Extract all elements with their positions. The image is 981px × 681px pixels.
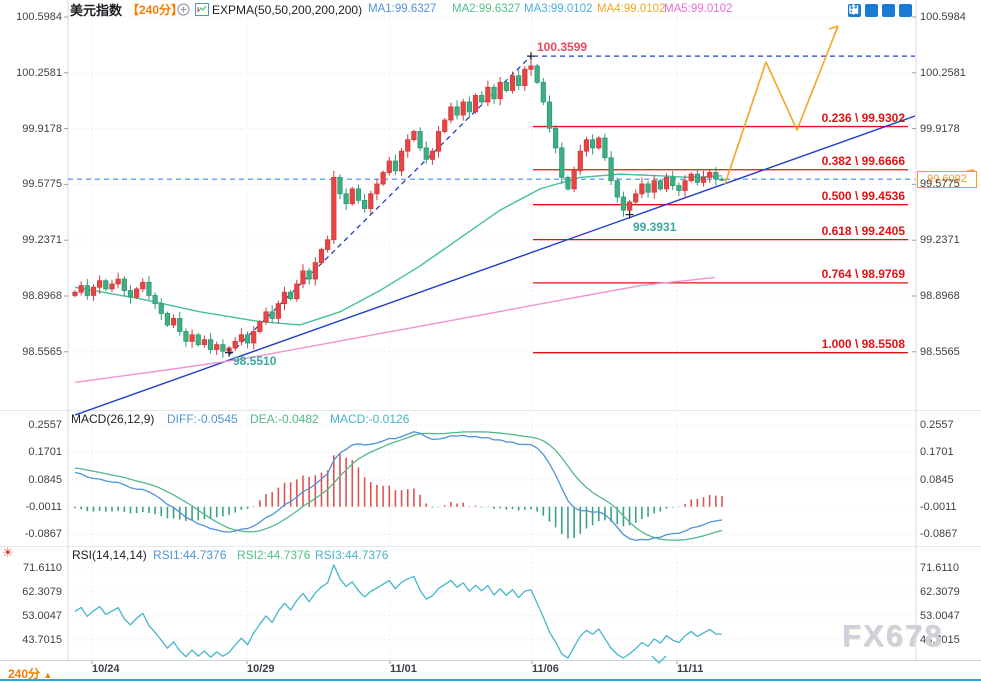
y-axis-label-main: 99.9178 bbox=[22, 122, 62, 135]
y-axis-label-main-right: 99.9178 bbox=[920, 122, 960, 135]
y-axis-label-main: 100.2581 bbox=[16, 66, 62, 79]
indicator-settings-icon[interactable]: ☀ bbox=[2, 545, 14, 560]
y-axis-label-macd-right: -0.0011 bbox=[920, 501, 957, 514]
ma-legend-value: MA4:99.0102 bbox=[597, 3, 666, 15]
fib-level-label: 1.000 \ 98.5508 bbox=[821, 336, 905, 351]
y-axis-label-main: 100.5984 bbox=[16, 11, 62, 23]
ma-legend-value: MA2:99.6327 bbox=[452, 3, 521, 15]
symbol-title: 美元指数 bbox=[70, 3, 123, 18]
x-axis-date-label: 10/29 bbox=[247, 663, 275, 675]
ma-legend-value: MA1:99.6327 bbox=[368, 3, 437, 15]
y-axis-label-macd-right: 0.1701 bbox=[920, 446, 954, 459]
period-up-triangle-icon: ▲ bbox=[43, 670, 53, 680]
x-axis-date-label: 11/11 bbox=[677, 663, 704, 675]
fib-level-label: 0.764 \ 98.9769 bbox=[821, 266, 905, 281]
y-axis-label-main-right: 98.5565 bbox=[920, 345, 960, 358]
auto-scale-icon[interactable] bbox=[849, 4, 895, 17]
mid-low-label: 99.3931 bbox=[633, 220, 677, 234]
y-axis-label-main: 98.5565 bbox=[22, 345, 62, 358]
macd-dea-value: DEA:-0.0482 bbox=[250, 412, 319, 426]
fib-level-label: 0.618 \ 99.2405 bbox=[821, 223, 905, 238]
footer-period-selector[interactable]: 240分 ▲ bbox=[8, 665, 52, 681]
footer-period-label: 240分 bbox=[8, 667, 41, 681]
fib-level-label: 0.500 \ 99.4536 bbox=[821, 188, 905, 203]
x-axis-date-label: 11/01 bbox=[390, 663, 417, 675]
ma-legend-value: MA3:99.0102 bbox=[524, 3, 593, 15]
period-label[interactable]: 【240分】 bbox=[127, 3, 184, 17]
collapse-chevron-icon bbox=[651, 655, 667, 664]
x-axis-date-label: 10/24 bbox=[92, 663, 120, 675]
y-axis-label-macd: 0.2557 bbox=[28, 419, 62, 432]
rsi-params: RSI(14,14,14) bbox=[72, 548, 147, 562]
macd-params: MACD(26,12,9) bbox=[71, 412, 155, 426]
expma-label: EXPMA(50,50,200,200,200) bbox=[212, 3, 363, 17]
y-axis-label-macd-right: 0.2557 bbox=[920, 419, 954, 432]
ma-legend-value: MA5:99.0102 bbox=[664, 3, 733, 15]
y-axis-label-main: 98.8968 bbox=[22, 289, 62, 302]
y-axis-label-macd-right: 0.0845 bbox=[920, 473, 954, 486]
rsi3-value: RSI3:44.7376 bbox=[315, 548, 389, 562]
current-price-badge: 99.6092 bbox=[917, 171, 977, 188]
x-axis-date-label: 11/06 bbox=[532, 663, 559, 675]
y-axis-label-rsi-right: 71.6110 bbox=[920, 562, 959, 574]
watermark: FX678 bbox=[842, 618, 944, 653]
y-axis-label-macd: -0.0867 bbox=[24, 528, 62, 541]
y-axis-label-main-right: 100.5984 bbox=[920, 11, 966, 23]
y-axis-label-main: 99.2371 bbox=[22, 234, 62, 247]
fit-y-axis-icon[interactable] bbox=[849, 4, 878, 17]
y-axis-label-rsi: 62.3079 bbox=[22, 585, 62, 598]
y-axis-label-rsi-right: 53.0047 bbox=[920, 609, 960, 622]
y-axis-label-main: 99.5775 bbox=[22, 178, 62, 191]
macd-diff-value: DIFF:-0.0545 bbox=[167, 412, 238, 426]
chart-toolbar bbox=[848, 4, 912, 17]
y-axis-label-main-right: 99.2371 bbox=[920, 234, 960, 247]
y-axis-label-macd: 0.0845 bbox=[28, 473, 62, 486]
macd-value: MACD:-0.0126 bbox=[330, 412, 410, 426]
fib-level-label: 0.382 \ 99.6666 bbox=[821, 153, 905, 168]
rsi1-value: RSI1:44.7376 bbox=[153, 548, 227, 562]
y-axis-label-rsi: 53.0047 bbox=[22, 609, 62, 622]
y-axis-label-main-right: 99.5775 bbox=[920, 178, 960, 191]
rsi2-value: RSI2:44.7376 bbox=[237, 548, 311, 562]
y-axis-label-rsi: 43.7015 bbox=[22, 633, 62, 646]
y-axis-label-macd: 0.1701 bbox=[28, 446, 62, 459]
peak-price-label: 100.3599 bbox=[537, 40, 588, 54]
fib-level-label: 0.236 \ 99.9302 bbox=[821, 110, 905, 125]
y-axis-label-rsi: 71.6110 bbox=[23, 562, 62, 574]
y-axis-label-rsi-right: 43.7015 bbox=[920, 633, 960, 646]
y-axis-label-main-right: 100.2581 bbox=[920, 66, 966, 79]
y-axis-label-macd-right: -0.0867 bbox=[920, 528, 958, 541]
y-axis-label-rsi-right: 62.3079 bbox=[920, 585, 960, 598]
go-to-latest-icon[interactable] bbox=[849, 4, 912, 17]
swing-low-label: 98.5510 bbox=[233, 354, 277, 368]
y-axis-label-main-right: 98.8968 bbox=[920, 289, 960, 302]
y-axis-label-macd: -0.0011 bbox=[25, 501, 63, 514]
